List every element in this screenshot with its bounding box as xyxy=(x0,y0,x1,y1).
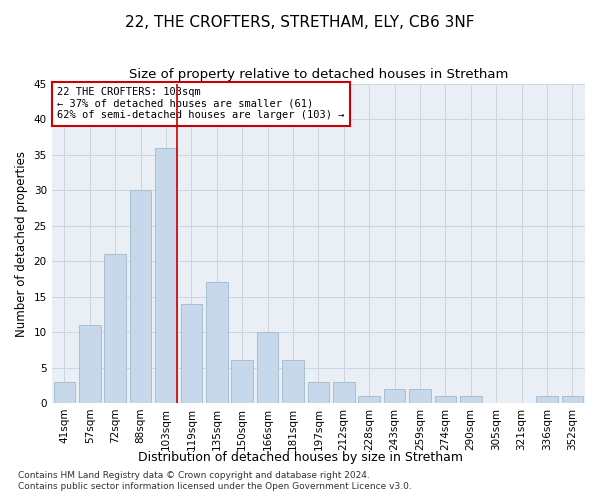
Text: 22 THE CROFTERS: 103sqm
← 37% of detached houses are smaller (61)
62% of semi-de: 22 THE CROFTERS: 103sqm ← 37% of detache… xyxy=(57,87,344,120)
Y-axis label: Number of detached properties: Number of detached properties xyxy=(15,150,28,336)
Text: Contains public sector information licensed under the Open Government Licence v3: Contains public sector information licen… xyxy=(18,482,412,491)
Bar xyxy=(536,396,557,403)
Text: 22, THE CROFTERS, STRETHAM, ELY, CB6 3NF: 22, THE CROFTERS, STRETHAM, ELY, CB6 3NF xyxy=(125,15,475,30)
Text: Distribution of detached houses by size in Stretham: Distribution of detached houses by size … xyxy=(137,451,463,464)
Bar xyxy=(308,382,329,403)
Text: Contains HM Land Registry data © Crown copyright and database right 2024.: Contains HM Land Registry data © Crown c… xyxy=(18,470,370,480)
Bar xyxy=(384,389,406,403)
Bar xyxy=(104,254,126,403)
Bar xyxy=(460,396,482,403)
Bar xyxy=(232,360,253,403)
Bar xyxy=(206,282,227,403)
Bar xyxy=(282,360,304,403)
Bar xyxy=(181,304,202,403)
Bar xyxy=(155,148,177,403)
Title: Size of property relative to detached houses in Stretham: Size of property relative to detached ho… xyxy=(128,68,508,82)
Bar xyxy=(53,382,75,403)
Bar xyxy=(562,396,583,403)
Bar xyxy=(333,382,355,403)
Bar xyxy=(358,396,380,403)
Bar xyxy=(409,389,431,403)
Bar xyxy=(130,190,151,403)
Bar xyxy=(434,396,456,403)
Bar xyxy=(79,325,101,403)
Bar xyxy=(257,332,278,403)
